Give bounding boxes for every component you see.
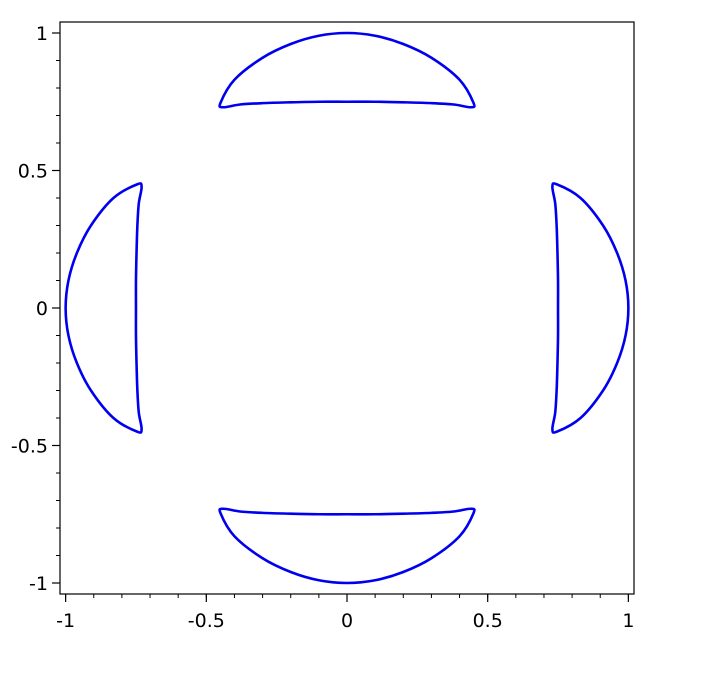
x-tick-label: 0 [341, 610, 353, 632]
x-tick-label: -1 [56, 610, 75, 632]
x-axis-ticks: -1 -0.5 0 0.5 1 [56, 594, 634, 632]
x-tick-label: 1 [622, 610, 634, 632]
curve-component-3 [64, 182, 143, 434]
curve-group [64, 31, 630, 585]
y-tick-label: -0.5 [11, 436, 48, 458]
y-tick-label: -1 [29, 573, 48, 595]
x-tick-label: -0.5 [188, 610, 225, 632]
y-axis-ticks: 1 0.5 0 -0.5 -1 [11, 23, 60, 595]
plot-background [60, 22, 634, 594]
x-tick-label: 0.5 [473, 610, 503, 632]
curve-component-1 [218, 31, 476, 109]
y-tick-label: 0.5 [18, 161, 48, 183]
y-tick-label: 1 [36, 23, 48, 45]
curve-component-2 [218, 507, 476, 585]
y-tick-label: 0 [36, 298, 48, 320]
curve-component-4 [551, 182, 630, 434]
